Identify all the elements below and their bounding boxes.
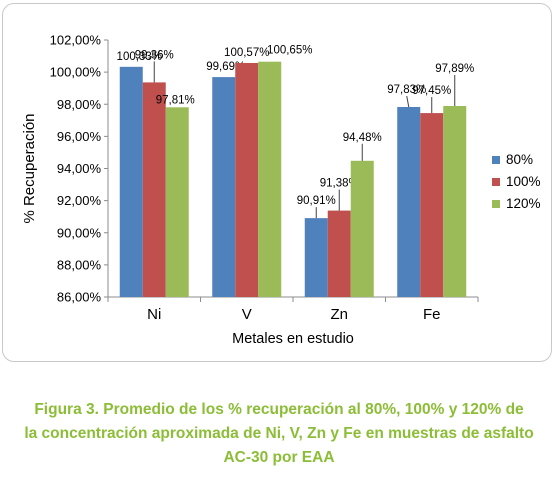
y-tick-label: 94,00%: [57, 161, 102, 176]
bar-v-0: [212, 77, 236, 298]
bar-fe-2: [443, 106, 467, 297]
data-label: 90,91%: [297, 195, 336, 207]
x-category-label: Fe: [423, 306, 441, 323]
figure-caption: Figura 3. Promedio de los % recuperación…: [0, 398, 558, 470]
data-label: 97,81%: [156, 94, 195, 106]
x-category-label: Zn: [330, 306, 348, 323]
data-label: 100,33%: [117, 51, 162, 63]
x-axis-title: Metales en estudio: [232, 331, 354, 347]
data-label: 100,57%: [224, 47, 269, 59]
bar-zn-2: [350, 160, 374, 297]
legend-label: 80%: [506, 152, 533, 167]
y-tick-label: 88,00%: [57, 257, 102, 272]
legend-swatch: [492, 200, 500, 208]
data-label: 94,48%: [343, 132, 382, 144]
bar-chart: 86,00% 88,00% 90,00% 92,00% 94,00% 96,00% 98,0…: [21, 33, 541, 348]
bar-fe-0: [397, 106, 421, 297]
data-label: 91,38%: [320, 178, 359, 190]
caption-line-1: Figura 3. Promedio de los % recuperación…: [34, 401, 524, 418]
legend-label: 100%: [506, 174, 541, 189]
x-category-label: Ni: [147, 306, 161, 323]
bar-zn-0: [304, 218, 328, 297]
bar-ni-0: [119, 66, 143, 297]
bar-ni-2: [165, 107, 189, 297]
data-label: 97,89%: [435, 63, 474, 75]
bar-fe-1: [420, 113, 444, 297]
bar-v-1: [235, 62, 259, 297]
y-tick-label: 102,00%: [50, 33, 102, 48]
y-tick-label: 100,00%: [50, 65, 102, 80]
caption-line-3: AC-30 por EAA: [223, 449, 335, 466]
y-tick-label: 96,00%: [57, 129, 102, 144]
y-tick-label: 92,00%: [57, 193, 102, 208]
x-category-label: V: [242, 306, 252, 323]
bar-ni-1: [142, 82, 166, 297]
data-label: 97,83%: [387, 84, 426, 96]
legend-label: 120%: [506, 196, 541, 211]
y-tick-label: 90,00%: [57, 225, 102, 240]
legend-swatch: [492, 178, 500, 186]
bar-v-2: [258, 61, 282, 298]
data-label-leader: [406, 95, 410, 108]
bar-zn-1: [327, 210, 351, 297]
y-axis-title: % Recuperación: [21, 113, 38, 223]
caption-line-2: la concentración aproximada de Ni, V, Zn…: [24, 425, 534, 442]
y-tick-label: 86,00%: [57, 290, 102, 305]
legend-swatch: [492, 156, 500, 164]
data-label: 97,45%: [412, 85, 451, 97]
data-label: 100,65%: [267, 45, 312, 57]
y-tick-label: 98,00%: [57, 97, 102, 112]
data-label: 99,36%: [135, 49, 174, 61]
